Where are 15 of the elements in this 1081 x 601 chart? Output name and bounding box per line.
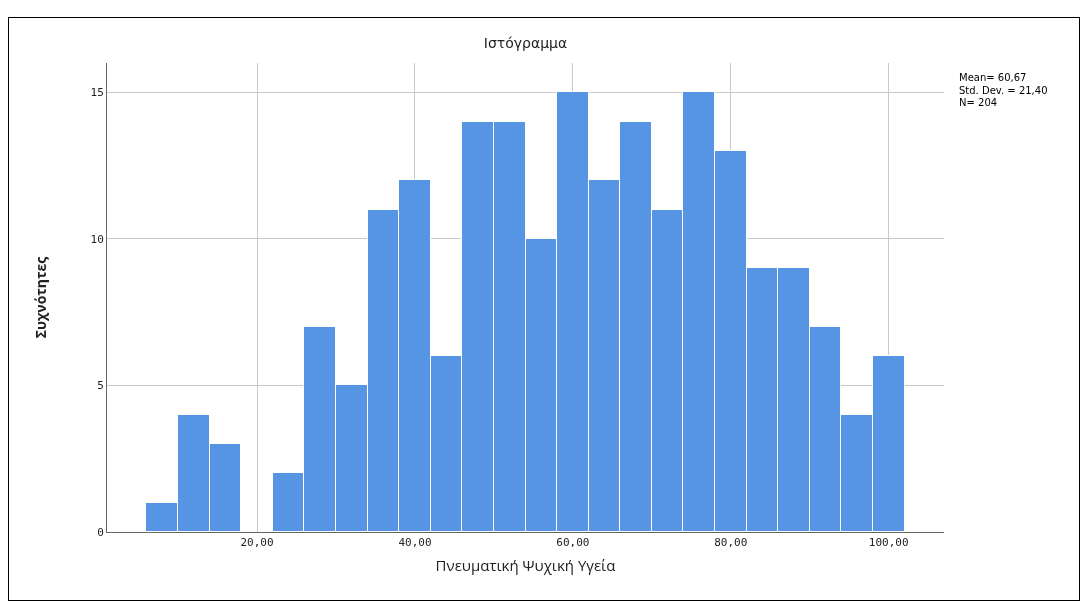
text: Std. Dev. = 21,40 xyxy=(959,85,1048,96)
y-tick-label: 0 xyxy=(97,525,104,539)
text: N= 204 xyxy=(959,97,998,108)
y-tick-label: 10 xyxy=(90,232,104,246)
y-axis-title: Συχνότητες xyxy=(31,256,51,339)
x-tick-label: 20,00 xyxy=(240,536,274,550)
x-tick-label: 40,00 xyxy=(398,536,432,550)
x-tick-label: 100,00 xyxy=(868,536,909,550)
y-tick-label: 5 xyxy=(97,379,104,393)
x-tick-label: 80,00 xyxy=(714,536,748,550)
x-axis-title: Πνευματική Ψυχική Υγεία xyxy=(435,555,616,576)
text: Mean= 60,67 xyxy=(959,72,1027,83)
x-tick-label: 60,00 xyxy=(556,536,590,550)
chart-title: Ιστόγραμμα xyxy=(483,35,568,52)
y-tick-label: 15 xyxy=(90,86,104,100)
